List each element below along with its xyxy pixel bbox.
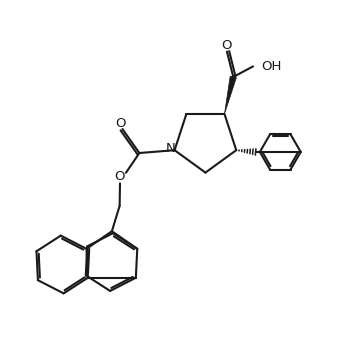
Text: O: O (115, 170, 125, 183)
Text: O: O (222, 39, 232, 52)
Text: OH: OH (261, 60, 281, 73)
Polygon shape (224, 76, 236, 114)
Text: N: N (165, 142, 175, 155)
Text: O: O (115, 117, 126, 130)
